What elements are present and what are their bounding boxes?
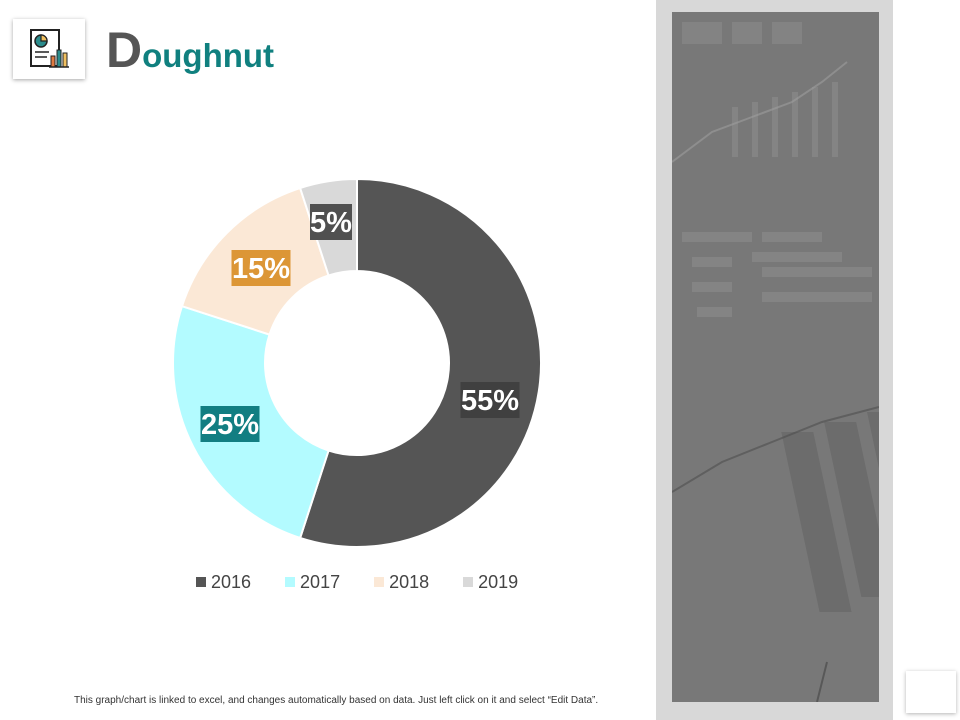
data-label-text-2019: 5% [310, 207, 352, 239]
page-title: Doughnut [106, 22, 274, 84]
data-label-2018: 15% [231, 250, 291, 286]
legend-item-2018[interactable]: 2018 [374, 572, 429, 593]
corner-box [906, 671, 956, 713]
legend-label-2018: 2018 [389, 571, 430, 592]
data-label-bg-2019 [310, 204, 352, 240]
report-chart-icon [30, 29, 69, 68]
legend-swatch-2017 [285, 577, 296, 587]
legend-swatch-2018 [374, 577, 385, 587]
data-label-bg-2018 [231, 250, 291, 286]
legend-item-2017[interactable]: 2017 [285, 572, 340, 593]
legend-label-2017: 2017 [300, 571, 341, 592]
page-title-rest: oughnut [142, 37, 275, 74]
legend-item-2019[interactable]: 2019 [463, 572, 518, 593]
doughnut-slice-2016[interactable] [298, 177, 542, 548]
report-chart-icon-box [13, 19, 85, 79]
legend-label-2019: 2019 [478, 571, 519, 592]
data-label-2019: 5% [310, 204, 352, 240]
side-decorative-image [672, 12, 879, 702]
legend-item-2016[interactable]: 2016 [196, 572, 251, 593]
legend-swatch-2019 [463, 577, 474, 587]
data-label-2017: 25% [200, 406, 260, 442]
data-label-bg-2017 [200, 406, 260, 442]
legend-swatch-2016 [196, 577, 206, 587]
page-title-initial: D [106, 22, 143, 78]
data-label-2016: 55% [460, 382, 520, 418]
footnote: This graph/chart is linked to excel, and… [74, 695, 599, 706]
chart-legend: 2016 2017 2018 2019 [196, 570, 552, 594]
data-label-text-2016: 55% [461, 385, 519, 417]
data-label-text-2018: 15% [232, 253, 290, 285]
data-label-bg-2016 [460, 382, 520, 418]
data-label-text-2017: 25% [201, 409, 259, 441]
legend-label-2016: 2016 [211, 571, 252, 592]
doughnut-chart[interactable]: 55% 25% 15% 5% [0, 0, 656, 600]
